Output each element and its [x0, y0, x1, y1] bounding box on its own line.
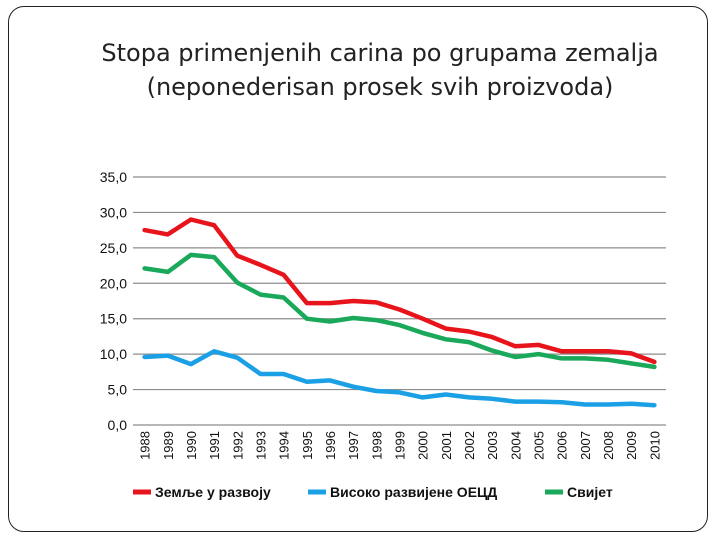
- series-lines: [142, 217, 657, 408]
- y-tick-label: 5,0: [108, 382, 128, 398]
- x-tick-label: 1988: [138, 431, 153, 460]
- legend: Земље у развоју Високо развијене ОЕЦД Свиј…: [133, 484, 613, 500]
- x-tick-label: 2000: [416, 431, 431, 460]
- slide-frame: [8, 6, 708, 532]
- x-tick-label: 1993: [253, 431, 268, 460]
- chart-title: Stopa primenjenih carina po grupama zema…: [101, 39, 659, 67]
- x-tick-label: 2007: [578, 431, 593, 460]
- x-tick-label: 2008: [601, 431, 616, 460]
- legend-label: Високо развијене ОЕЦД: [330, 484, 497, 500]
- x-tick-label: 2001: [439, 431, 454, 460]
- x-tick-label: 2006: [555, 431, 570, 460]
- legend-label: Свијет: [567, 484, 613, 500]
- y-tick-label: 20,0: [100, 275, 127, 291]
- y-tick-label: 15,0: [100, 311, 127, 327]
- x-tick-label: 2009: [624, 431, 639, 460]
- x-tick-label: 1996: [323, 431, 338, 460]
- x-tick-label: 1998: [369, 431, 384, 460]
- x-tick-label: 1989: [161, 431, 176, 460]
- series-line: [142, 349, 657, 408]
- x-tick-label: 1991: [207, 431, 222, 460]
- legend-label: Земље у развоју: [155, 484, 271, 500]
- x-tick-label: 2010: [647, 431, 662, 460]
- x-tick-label: 1995: [300, 431, 315, 460]
- y-tick-label: 30,0: [100, 204, 127, 220]
- chart-title-block: Stopa primenjenih carina po grupama zema…: [0, 36, 720, 104]
- x-axis-ticks: 1988 1989 1990 1991 1992 1993 1994 1995 1996 1997…: [138, 431, 663, 460]
- y-tick-label: 0,0: [108, 417, 128, 433]
- x-tick-label: 1997: [346, 431, 361, 460]
- chart-subtitle: (neponederisan prosek svih proizvoda): [146, 73, 614, 101]
- grid-lines: [133, 176, 666, 426]
- x-tick-label: 1999: [393, 431, 408, 460]
- x-tick-label: 2005: [532, 431, 547, 460]
- series-line: [142, 252, 657, 370]
- y-tick-label: 35,0: [100, 169, 127, 185]
- series-line: [142, 217, 657, 365]
- x-tick-label: 2003: [485, 431, 500, 460]
- x-tick-label: 1990: [184, 431, 199, 460]
- x-tick-label: 2004: [508, 431, 523, 460]
- x-tick-label: 2002: [462, 431, 477, 460]
- y-tick-label: 25,0: [100, 240, 127, 256]
- x-tick-label: 1994: [277, 431, 292, 460]
- x-tick-label: 1992: [230, 431, 245, 460]
- y-tick-label: 10,0: [100, 346, 127, 362]
- y-axis-ticks: 0,0 5,0 10,0 15,0 20,0 25,0 30,0 35,0: [100, 169, 127, 433]
